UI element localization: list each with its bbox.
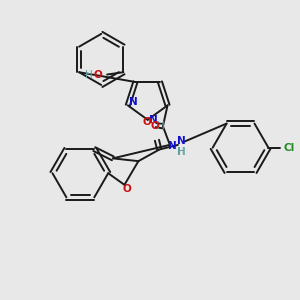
Text: N: N [129, 97, 138, 107]
Text: N: N [149, 115, 158, 125]
Text: H: H [178, 147, 185, 157]
Text: O: O [150, 121, 159, 131]
Text: N: N [168, 141, 177, 151]
Text: H: H [178, 147, 185, 157]
Text: O: O [122, 184, 131, 194]
Text: H: H [85, 70, 92, 80]
Text: O: O [142, 117, 151, 127]
Text: Cl: Cl [284, 143, 295, 153]
Text: N: N [177, 136, 186, 146]
Text: O: O [93, 70, 102, 80]
Text: H: H [157, 121, 164, 130]
